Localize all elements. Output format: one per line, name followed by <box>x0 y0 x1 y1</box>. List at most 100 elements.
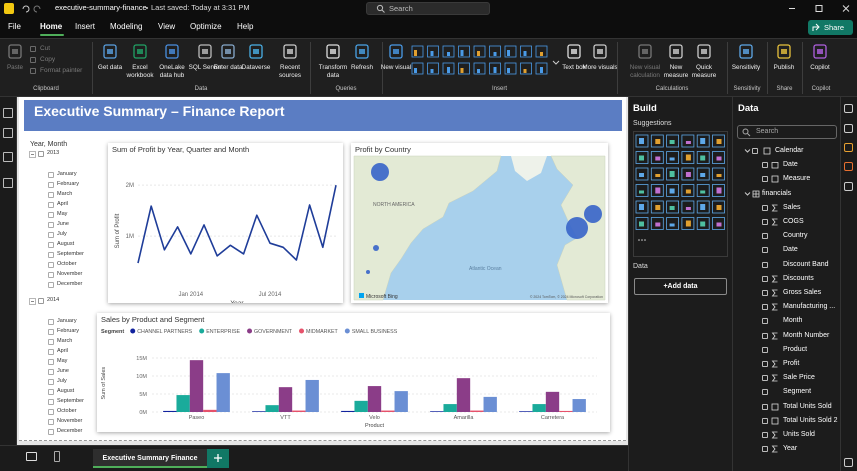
checkbox[interactable] <box>48 399 54 405</box>
slicer-month[interactable]: January <box>57 171 77 177</box>
slicer-month[interactable]: April <box>57 201 69 207</box>
menu-tab[interactable]: File <box>8 22 21 31</box>
slicer-year[interactable]: 2013 <box>47 150 60 156</box>
checkbox[interactable] <box>48 329 54 335</box>
checkbox[interactable] <box>762 417 768 424</box>
pane-toggle[interactable] <box>844 104 853 113</box>
ribbon-button[interactable]: Sensitivity <box>731 64 761 71</box>
field-name[interactable]: Discounts <box>783 274 814 282</box>
menu-tab[interactable]: Modeling <box>110 22 143 31</box>
ribbon-button[interactable]: Quick measure <box>691 64 717 79</box>
slicer-month[interactable]: March <box>57 191 73 197</box>
checkbox[interactable] <box>762 375 768 382</box>
checkbox[interactable] <box>762 403 768 410</box>
checkbox[interactable] <box>762 346 768 353</box>
field-name[interactable]: Country <box>783 232 808 240</box>
view-icon[interactable] <box>3 128 13 138</box>
ribbon-button[interactable]: Paste <box>6 64 24 71</box>
field-name[interactable]: Sales <box>783 203 801 211</box>
slicer-month[interactable]: December <box>57 281 83 287</box>
checkbox[interactable] <box>762 318 768 325</box>
field-name[interactable]: Product <box>783 345 808 353</box>
checkbox[interactable] <box>38 151 44 157</box>
field-name[interactable]: COGS <box>783 218 804 225</box>
checkbox[interactable] <box>48 339 54 345</box>
checkbox[interactable] <box>48 349 54 355</box>
share-button[interactable] <box>808 20 853 35</box>
pane-toggle[interactable] <box>844 162 853 171</box>
checkbox[interactable] <box>48 262 54 268</box>
ribbon-button[interactable]: Copilot <box>810 64 830 71</box>
view-icon[interactable] <box>3 178 13 188</box>
desktop-view-icon[interactable] <box>26 452 37 461</box>
mobile-view-icon[interactable] <box>54 451 60 462</box>
checkbox[interactable] <box>762 247 768 254</box>
checkbox[interactable] <box>762 389 768 396</box>
menu-tab[interactable]: Insert <box>75 22 96 31</box>
checkbox[interactable] <box>48 212 54 218</box>
ribbon-button[interactable]: New visual <box>380 64 412 71</box>
field-name[interactable]: Month <box>783 317 803 325</box>
field-name[interactable]: Year <box>783 445 798 453</box>
ribbon-button[interactable]: OneLake data hub <box>159 64 185 79</box>
slicer-month[interactable]: May <box>57 358 68 364</box>
checkbox[interactable] <box>762 233 768 240</box>
field-name[interactable]: Units Sold <box>783 431 815 438</box>
checkbox[interactable] <box>48 202 54 208</box>
field-name[interactable]: Date <box>783 161 798 169</box>
ribbon-button[interactable]: Enter data <box>213 64 243 71</box>
table-name[interactable]: Calendar <box>775 147 804 154</box>
checkbox[interactable] <box>762 275 768 282</box>
ribbon-button[interactable]: Excel workbook <box>126 64 154 79</box>
pane-toggle[interactable] <box>844 124 853 133</box>
ribbon-button[interactable]: Text box <box>562 64 586 71</box>
slicer-month[interactable]: August <box>57 241 75 247</box>
checkbox[interactable] <box>48 172 54 178</box>
ribbon-small-button[interactable]: Copy <box>40 56 56 63</box>
checkbox[interactable] <box>752 148 758 154</box>
pane-toggle[interactable] <box>844 182 853 191</box>
pane-toggle[interactable] <box>844 458 853 467</box>
field-name[interactable]: Date <box>783 246 798 254</box>
pane-toggle[interactable] <box>844 143 853 152</box>
slicer-month[interactable]: September <box>57 398 84 404</box>
ribbon-button[interactable]: Dataverse <box>241 64 271 71</box>
slicer-month[interactable]: October <box>57 408 77 414</box>
checkbox[interactable] <box>48 319 54 325</box>
slicer-month[interactable]: April <box>57 348 69 354</box>
checkbox[interactable] <box>48 409 54 415</box>
slicer-month[interactable]: October <box>57 261 77 267</box>
slicer-month[interactable]: September <box>57 251 84 257</box>
checkbox[interactable] <box>762 332 768 339</box>
checkbox[interactable] <box>48 182 54 188</box>
checkbox[interactable] <box>48 389 54 395</box>
checkbox[interactable] <box>48 222 54 228</box>
checkbox[interactable] <box>48 272 54 278</box>
menu-tab[interactable]: Help <box>237 22 254 31</box>
checkbox[interactable] <box>48 282 54 288</box>
ribbon-button[interactable]: Publish <box>773 64 795 71</box>
checkbox[interactable] <box>48 419 54 425</box>
field-name[interactable]: Profit <box>783 360 800 367</box>
ribbon-small-button[interactable]: Format painter <box>40 67 83 74</box>
search-box[interactable] <box>366 2 490 15</box>
checkbox[interactable] <box>38 298 44 304</box>
slicer-month[interactable]: July <box>57 378 67 384</box>
checkbox[interactable] <box>762 304 768 311</box>
slicer-year[interactable]: 2014 <box>47 297 60 303</box>
checkbox[interactable] <box>48 359 54 365</box>
checkbox[interactable] <box>762 446 768 453</box>
checkbox[interactable] <box>762 204 768 211</box>
add-data-button[interactable] <box>634 278 727 295</box>
field-name[interactable]: Manufacturing ... <box>783 303 836 311</box>
field-name[interactable]: Discount Band <box>783 260 829 268</box>
page-tab-label[interactable]: Executive Summary Finance <box>102 455 198 462</box>
checkbox[interactable] <box>762 361 768 367</box>
table-name[interactable]: financials <box>762 189 792 197</box>
ribbon-small-button[interactable]: Cut <box>40 45 51 52</box>
checkbox[interactable] <box>48 369 54 375</box>
field-name[interactable]: Total Units Sold <box>783 402 832 410</box>
checkbox[interactable] <box>762 261 768 268</box>
field-name[interactable]: Month Number <box>783 331 830 339</box>
slicer-month[interactable]: June <box>57 368 69 374</box>
